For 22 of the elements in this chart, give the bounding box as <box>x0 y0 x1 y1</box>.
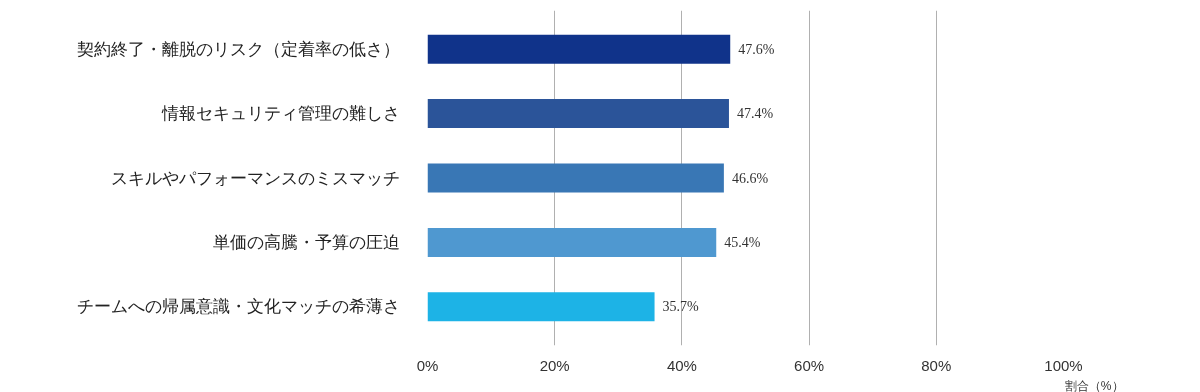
bar <box>427 163 724 193</box>
x-tick-label: 20% <box>539 356 570 374</box>
y-tick-label: 単価の高騰・予算の圧迫 <box>212 232 400 252</box>
data-label: 46.6% <box>731 170 769 186</box>
x-tick-label: 0% <box>416 356 439 374</box>
data-label: 35.7% <box>662 299 700 315</box>
y-tick-label: チームへの帰属意識・文化マッチの希薄さ <box>76 297 400 317</box>
bar <box>427 227 717 257</box>
x-tick-label: 100% <box>1044 356 1083 374</box>
y-tick-label: スキルやパフォーマンスのミスマッチ <box>110 168 400 188</box>
bar <box>427 99 729 129</box>
y-tick-label: 情報セキュリティ管理の難しさ <box>160 104 400 124</box>
bar <box>427 34 731 64</box>
data-label: 45.4% <box>724 234 761 250</box>
x-axis-title: 割合（%） <box>1064 378 1124 392</box>
x-tick-label: 60% <box>794 356 825 374</box>
x-tick-label: 80% <box>921 356 952 374</box>
x-tick-label: 40% <box>666 356 697 374</box>
y-tick-label: 契約終了・離脱のリスク（定着率の低さ） <box>76 39 400 59</box>
data-label: 47.4% <box>736 106 774 122</box>
bar <box>427 292 655 322</box>
data-label: 47.6% <box>738 41 775 57</box>
